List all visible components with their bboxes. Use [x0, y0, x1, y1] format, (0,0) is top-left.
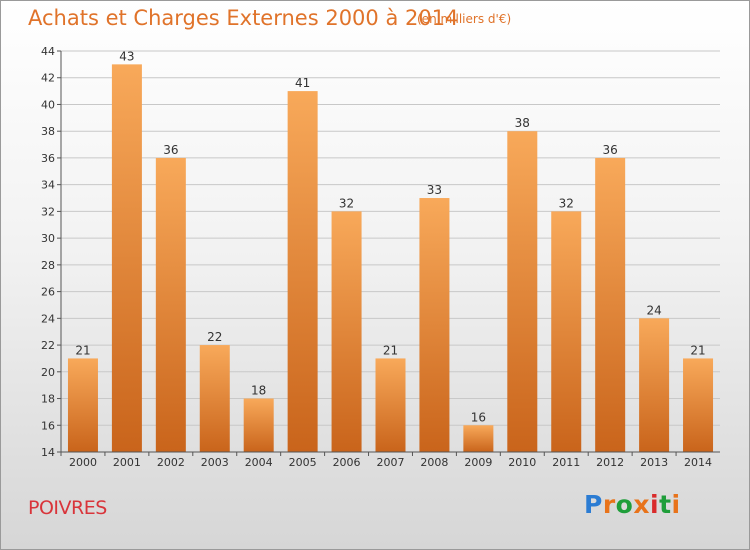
- x-tick-label: 2000: [69, 456, 97, 469]
- x-tick-label: 2008: [420, 456, 448, 469]
- chart-title: Achats et Charges Externes 2000 à 2014: [28, 6, 459, 30]
- bar-2004: [243, 398, 274, 452]
- x-tick-label: 2013: [640, 456, 668, 469]
- y-tick-label: 16: [41, 419, 55, 432]
- value-label: 21: [690, 343, 705, 357]
- place-name: POIVRES: [28, 497, 107, 519]
- logo-letter: t: [659, 490, 672, 519]
- y-tick-label: 28: [41, 259, 55, 272]
- x-tick-label: 2014: [684, 456, 712, 469]
- x-tick-label: 2006: [333, 456, 361, 469]
- bar-2009: [463, 425, 494, 452]
- y-axis-ticks: 14 16 18 20 22 24 26 28 30 32 34 36 38 40 42 44: [41, 45, 61, 459]
- x-tick-label: 2005: [289, 456, 317, 469]
- chart-unit: (en milliers d'€): [417, 12, 512, 26]
- value-label: 36: [603, 143, 618, 157]
- x-axis-ticks: 2000 2001 2002 2003 2004 2005 2006 2007 2008 2009…: [60, 452, 712, 469]
- logo-letter: i: [671, 490, 681, 519]
- x-tick-label: 2009: [464, 456, 492, 469]
- y-tick-label: 42: [41, 72, 55, 85]
- bar-2010: [507, 131, 538, 452]
- bar-2011: [551, 211, 582, 452]
- value-label: 38: [515, 116, 530, 130]
- logo-letter: r: [602, 490, 616, 519]
- value-label: 21: [383, 343, 398, 357]
- logo-letter: i: [650, 490, 660, 519]
- y-tick-label: 38: [41, 125, 55, 138]
- x-tick-label: 2010: [508, 456, 536, 469]
- y-tick-label: 36: [41, 152, 55, 165]
- logo-letter: o: [615, 490, 634, 519]
- bar-2014: [683, 358, 714, 452]
- y-tick-label: 22: [41, 339, 55, 352]
- bar-2005: [287, 91, 318, 452]
- data-labels: 21 43 36 22 18 41 32 21 33 16 38 32 36 24 21: [75, 49, 705, 424]
- bar-2007: [375, 358, 406, 452]
- value-label: 32: [559, 196, 574, 210]
- value-label: 41: [295, 76, 310, 90]
- value-label: 22: [207, 330, 222, 344]
- y-tick-label: 26: [41, 286, 55, 299]
- value-label: 24: [646, 303, 661, 317]
- x-tick-label: 2002: [157, 456, 185, 469]
- bar-2008: [419, 198, 450, 452]
- value-label: 43: [119, 49, 134, 63]
- bar-2001: [111, 64, 142, 452]
- bars: [67, 64, 714, 452]
- y-tick-label: 18: [41, 393, 55, 406]
- x-tick-label: 2003: [201, 456, 229, 469]
- x-tick-label: 2004: [245, 456, 273, 469]
- x-tick-label: 2012: [596, 456, 624, 469]
- y-tick-label: 30: [41, 232, 55, 245]
- value-label: 32: [339, 196, 354, 210]
- bar-2002: [155, 157, 186, 452]
- bar-2000: [67, 358, 98, 452]
- y-tick-label: 34: [41, 179, 55, 192]
- y-tick-label: 40: [41, 98, 55, 111]
- y-tick-label: 44: [41, 45, 55, 58]
- proxiti-logo: Proxiti: [584, 490, 681, 519]
- bar-2012: [595, 157, 626, 452]
- value-label: 18: [251, 384, 266, 398]
- bar-2013: [639, 318, 670, 452]
- value-label: 16: [471, 410, 486, 424]
- value-label: 33: [427, 183, 442, 197]
- bar-2006: [331, 211, 362, 452]
- logo-letter: x: [633, 490, 650, 519]
- x-tick-label: 2011: [552, 456, 580, 469]
- y-tick-label: 32: [41, 205, 55, 218]
- value-label: 36: [163, 143, 178, 157]
- x-tick-label: 2007: [377, 456, 405, 469]
- y-tick-label: 20: [41, 366, 55, 379]
- logo-letter: P: [584, 490, 603, 519]
- y-tick-label: 14: [41, 446, 55, 459]
- value-label: 21: [75, 343, 90, 357]
- y-tick-label: 24: [41, 312, 55, 325]
- x-tick-label: 2001: [113, 456, 141, 469]
- bar-2003: [199, 345, 230, 452]
